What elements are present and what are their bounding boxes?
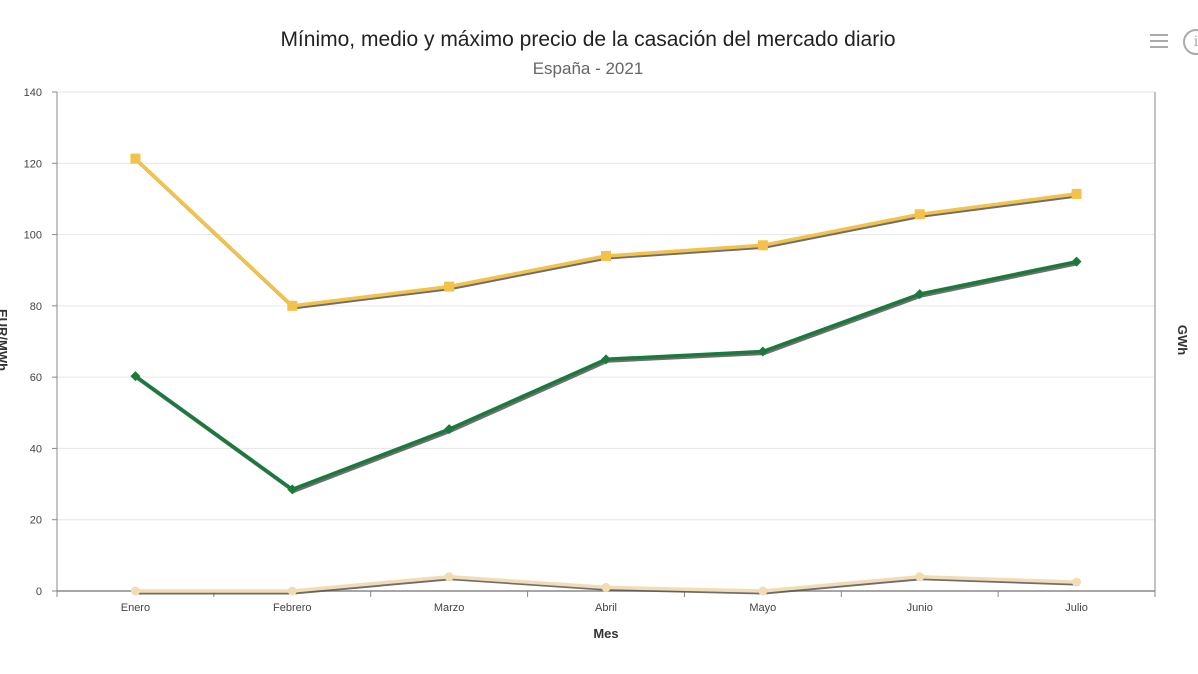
mean-point [601,354,611,365]
y-axis-title: EUR/MWh [0,309,10,371]
y-tick-label: 20 [30,515,42,527]
y-axis-ticks: 0 20 40 60 80 100 120 140 [24,87,57,598]
mean-point [287,484,298,495]
max-series-line [134,157,1077,308]
axes [56,92,1156,592]
min-point [287,586,297,596]
x-tick-label: Enero [121,602,150,614]
y-tick-label: 100 [24,230,42,242]
chart-subtitle: España - 2021 [533,59,644,78]
max-point [287,300,298,311]
x-tick-label: Abril [595,602,617,614]
mean-point [1071,256,1082,267]
x-tick-label: Febrero [273,602,312,614]
y-tick-label: 140 [24,87,42,99]
chart-title: Mínimo, medio y máximo precio de la casa… [280,28,895,51]
hamburger-menu-icon[interactable] [1148,30,1170,52]
grid-lines [57,91,1155,521]
min-point [1072,577,1082,587]
mean-series-line [134,259,1077,492]
x-axis-title: Mes [593,626,618,641]
max-point [757,240,768,251]
mean-point [130,371,141,382]
max-point [601,250,611,261]
info-icon[interactable]: i [1183,29,1198,55]
mean-point [757,346,768,357]
x-tick-label: Marzo [434,602,465,614]
mean-point [914,289,925,300]
y-tick-label: 0 [36,586,42,598]
max-point [130,153,141,164]
max-point [914,209,925,220]
series-lines [130,153,1082,596]
y-tick-label: 80 [30,301,42,313]
x-axis-ticks: Enero Febrero Marzo Abril Mayo Junio Julio [56,591,1156,614]
min-point [130,586,140,596]
max-point [444,281,455,292]
x-tick-label: Mayo [749,602,776,614]
min-point [601,582,611,592]
y2-axis-title: GWh [1175,325,1190,355]
y-tick-label: 120 [24,158,42,170]
x-tick-label: Julio [1065,602,1088,614]
max-point [1071,188,1082,199]
min-point [758,586,768,596]
y-tick-label: 60 [30,372,42,384]
mean-point [444,424,455,435]
min-point [444,572,454,582]
min-point [915,572,925,582]
x-tick-label: Junio [907,602,933,614]
y-tick-label: 40 [30,443,42,455]
